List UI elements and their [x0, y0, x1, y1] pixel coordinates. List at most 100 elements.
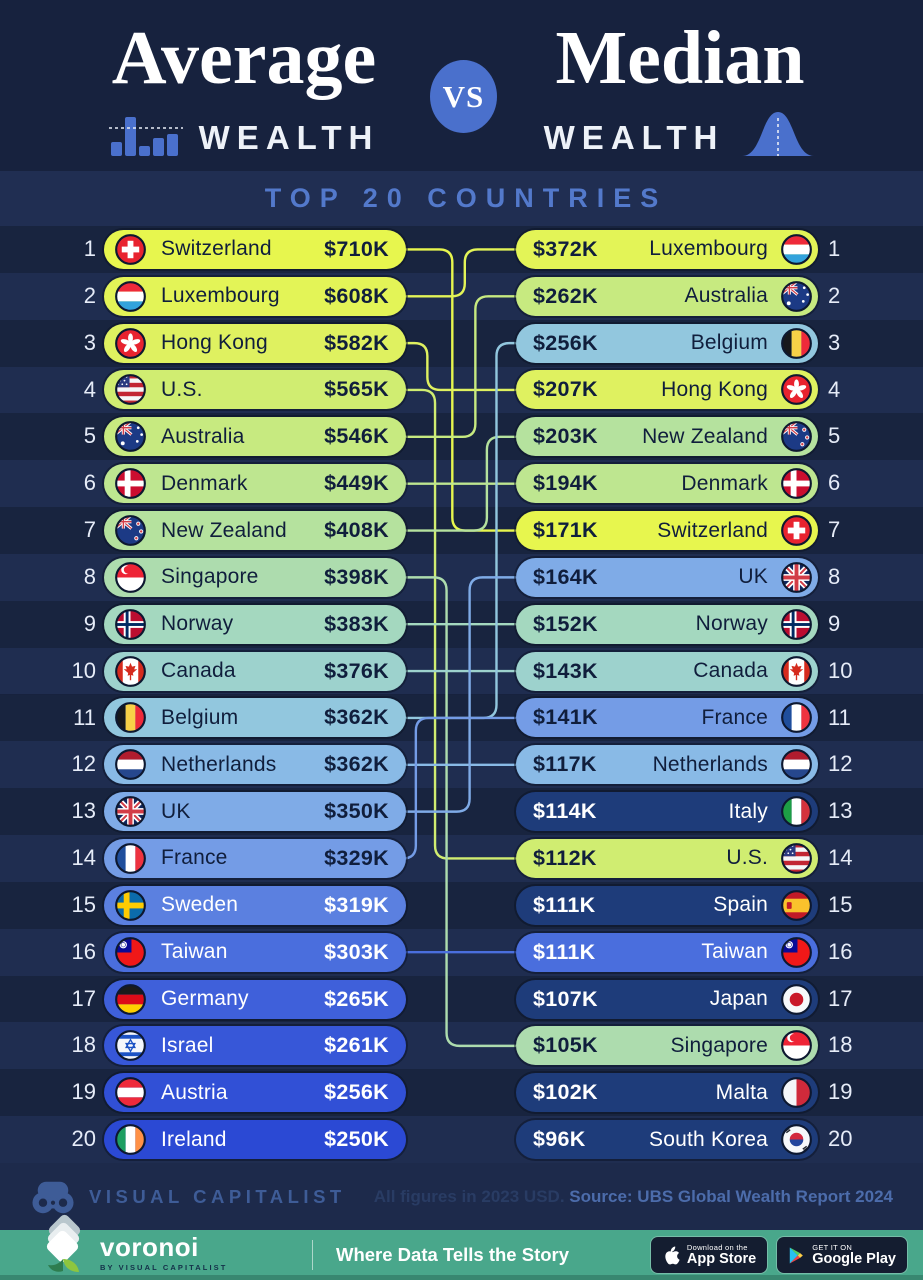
value-label: $143K — [533, 658, 598, 683]
bar-chart-icon — [108, 116, 183, 156]
avg-rank-1: 1 — [83, 236, 96, 261]
country-label: Netherlands — [161, 752, 277, 776]
value-label: $383K — [324, 611, 389, 636]
flag-nz — [115, 515, 146, 546]
value-label: $319K — [324, 892, 389, 917]
value-label: $303K — [324, 939, 389, 964]
avg-pill-switzerland: Switzerland $710K — [104, 229, 406, 269]
med-pill-south-korea: $96K South Korea — [516, 1120, 818, 1160]
value-label: $329K — [324, 845, 389, 870]
voronoi-wordmark: voronoi BY VISUAL CAPITALIST — [100, 1234, 227, 1272]
avg-pill-norway: Norway $383K — [104, 604, 406, 644]
flag-ca — [781, 655, 812, 687]
google-play-badge[interactable]: GET IT ON Google Play — [777, 1237, 907, 1273]
avg-pill-israel: Israel $261K — [104, 1026, 406, 1066]
value-label: $256K — [533, 330, 598, 355]
connector-luxembourg — [406, 248, 516, 298]
country-label: France — [161, 846, 228, 870]
value-label: $164K — [533, 564, 598, 589]
value-label: $152K — [533, 611, 598, 636]
med-pill-uk: $164K UK — [516, 557, 818, 597]
avg-rank-8: 8 — [83, 563, 96, 589]
app-store-line1: Download on the — [686, 1242, 748, 1252]
country-label: Japan — [709, 987, 768, 1011]
top20-label: TOP 20 COUNTRIES — [264, 183, 668, 213]
avg-pill-new-zealand: New Zealand $408K — [104, 511, 406, 551]
country-label: Ireland — [161, 1127, 227, 1151]
flag-sg — [781, 1030, 812, 1062]
value-label: $262K — [533, 283, 598, 308]
google-play-icon — [789, 1246, 804, 1264]
flag-ch — [781, 515, 812, 546]
value-label: $117K — [533, 752, 597, 777]
flag-ie — [115, 1124, 146, 1155]
value-label: $114K — [533, 799, 597, 824]
flag-nl — [781, 749, 812, 781]
flag-uk — [781, 561, 812, 593]
binoculars-icon — [32, 1181, 74, 1213]
voronoi-bar: voronoi BY VISUAL CAPITALIST Where Data … — [0, 1214, 923, 1280]
country-label: Norway — [161, 612, 234, 636]
connector-australia — [406, 295, 516, 439]
country-label: Italy — [728, 799, 768, 823]
avg-pill-netherlands: Netherlands $362K — [104, 745, 406, 785]
value-label: $112K — [533, 845, 597, 870]
med-rank-3: 3 — [828, 329, 841, 355]
country-label: Canada — [161, 659, 236, 683]
country-label: Australia — [161, 424, 245, 448]
avg-rank-16: 16 — [71, 938, 96, 964]
footer: VISUAL CAPITALIST All figures in 2023 US… — [0, 1163, 923, 1230]
country-label: Netherlands — [652, 752, 768, 776]
country-label: Denmark — [161, 471, 248, 495]
med-rank-2: 2 — [828, 282, 841, 308]
app-store-badge[interactable]: Download on the App Store — [650, 1237, 768, 1273]
flag-at — [115, 1077, 146, 1109]
subtitle-average-wealth: WEALTH — [198, 118, 380, 156]
google-play-line2: Google Play — [812, 1250, 896, 1267]
country-label: Luxembourg — [649, 237, 768, 261]
avg-rank-3: 3 — [83, 329, 96, 355]
med-rank-4: 4 — [828, 376, 841, 402]
voronoi-brand: voronoi — [100, 1232, 199, 1262]
avg-rank-9: 9 — [83, 610, 96, 636]
visual-capitalist-wordmark: VISUAL CAPITALIST — [89, 1185, 346, 1207]
value-label: $408K — [324, 518, 389, 543]
med-rank-1: 1 — [828, 236, 841, 261]
header-median: Median WEALTH — [498, 19, 862, 156]
value-label: $261K — [324, 1033, 389, 1058]
voronoi-byline: BY VISUAL CAPITALIST — [100, 1263, 228, 1272]
med-rank-18: 18 — [828, 1032, 853, 1058]
country-label: Denmark — [681, 471, 768, 495]
value-label: $582K — [324, 330, 389, 355]
med-rank-14: 14 — [828, 845, 853, 871]
value-label: $96K — [533, 1127, 586, 1152]
country-label: Switzerland — [161, 237, 272, 261]
country-label: Australia — [684, 284, 768, 308]
avg-rank-11: 11 — [73, 704, 96, 730]
value-label: $102K — [533, 1080, 598, 1105]
value-label: $111K — [533, 892, 596, 917]
avg-rank-12: 12 — [71, 751, 96, 777]
flag-sg — [115, 561, 146, 593]
avg-rank-2: 2 — [83, 282, 96, 308]
med-rank-5: 5 — [828, 423, 841, 449]
apple-icon — [665, 1246, 680, 1264]
avg-rank-4: 4 — [83, 376, 96, 402]
flag-nz — [781, 421, 812, 453]
avg-rank-19: 19 — [71, 1079, 96, 1105]
country-label: Belgium — [161, 705, 239, 729]
value-label: $256K — [324, 1080, 389, 1105]
med-pill-switzerland: $171K Switzerland — [516, 511, 818, 551]
connector-new-zealand — [406, 435, 516, 532]
flag-hk — [115, 327, 146, 359]
flag-dk — [781, 468, 812, 500]
avg-rank-10: 10 — [71, 657, 96, 683]
avg-rank-7: 7 — [83, 517, 96, 543]
country-label: Spain — [713, 893, 768, 917]
med-rank-6: 6 — [828, 470, 841, 496]
value-label: $710K — [324, 236, 389, 261]
value-label: $372K — [533, 236, 598, 261]
country-label: New Zealand — [642, 424, 768, 448]
med-rank-12: 12 — [828, 751, 853, 777]
value-label: $141K — [533, 705, 598, 730]
